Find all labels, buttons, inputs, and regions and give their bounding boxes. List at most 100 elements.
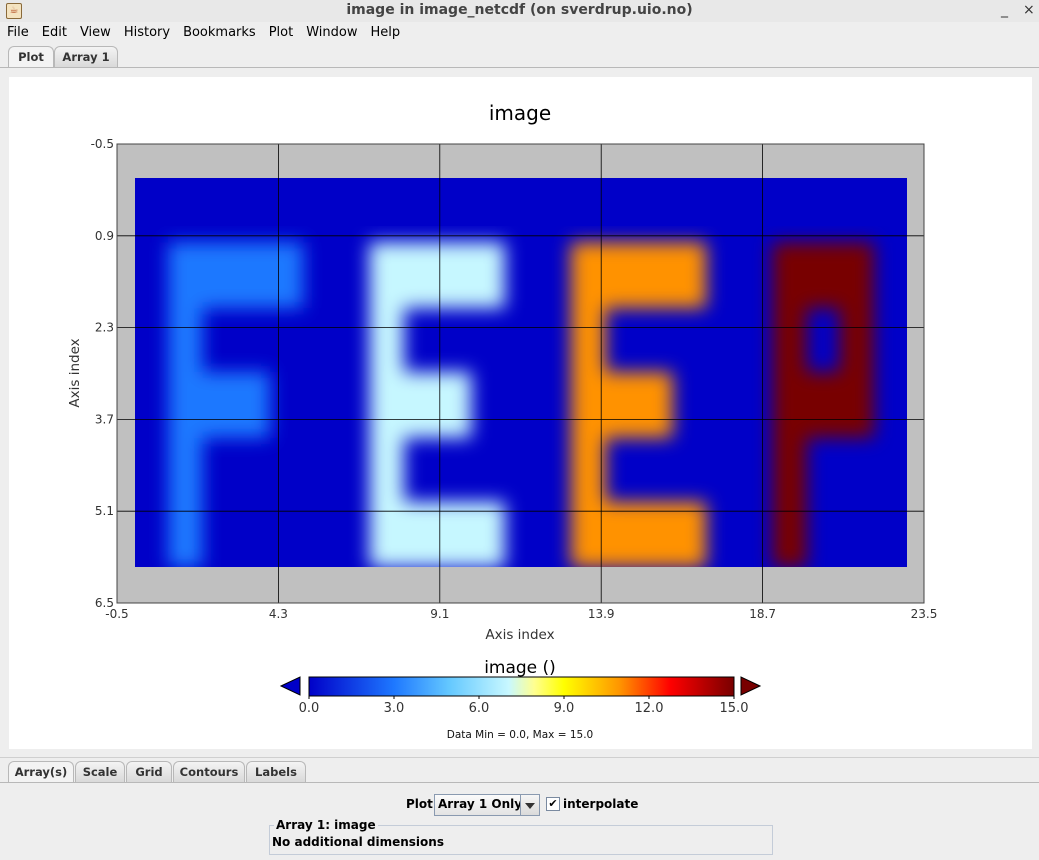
- heatmap-cell: [839, 242, 874, 309]
- plot-frame: [116, 143, 925, 604]
- heatmap-cell: [570, 436, 606, 503]
- heatmap-cell: [369, 501, 405, 567]
- colorbar-tick-label: 12.0: [635, 701, 664, 716]
- heatmap-cell: [671, 242, 707, 309]
- tab-scale[interactable]: Scale: [75, 761, 125, 782]
- x-tick-label: 4.3: [269, 607, 288, 621]
- colorbar-tick-label: 9.0: [554, 701, 575, 716]
- heatmap-cell: [403, 372, 438, 438]
- heatmap-cell: [772, 307, 807, 373]
- x-tick-label: 9.1: [430, 607, 449, 621]
- heatmap-cell: [772, 372, 807, 438]
- interpolate-checkbox[interactable]: ✔: [546, 797, 560, 811]
- y-tick-label: 5.1: [95, 504, 114, 518]
- java-app-icon: ☕: [6, 3, 22, 19]
- heatmap-cell: [470, 242, 505, 309]
- heatmap-cell: [403, 501, 438, 567]
- chevron-down-icon[interactable]: [520, 795, 539, 815]
- heatmap-cell: [570, 242, 606, 309]
- tab-contours[interactable]: Contours: [173, 761, 245, 782]
- menu-history[interactable]: History: [123, 25, 171, 40]
- heatmap-cell: [168, 436, 203, 503]
- menu-bar: File Edit View History Bookmarks Plot Window He…: [0, 22, 1039, 44]
- y-tick-label: 2.3: [95, 321, 114, 335]
- heatmap-cell: [805, 242, 841, 309]
- heatmap-cell: [637, 242, 673, 309]
- menu-bookmarks[interactable]: Bookmarks: [183, 25, 256, 40]
- plot-select[interactable]: Array 1 Only: [434, 794, 540, 816]
- heatmap-cell: [436, 372, 472, 438]
- heatmap-cell: [369, 372, 405, 438]
- menu-edit[interactable]: Edit: [41, 25, 67, 40]
- y-tick-label: -0.5: [91, 137, 114, 151]
- menu-view[interactable]: View: [79, 25, 111, 40]
- heatmap-cell: [201, 372, 237, 438]
- x-tick-label: 18.7: [749, 607, 776, 621]
- title-bar: ☕ image in image_netcdf (on sverdrup.uio…: [0, 0, 1039, 23]
- heatmap-cell: [570, 501, 606, 567]
- plot-select-value: Array 1 Only: [438, 797, 523, 811]
- colorbar-min-arrow: [279, 676, 301, 696]
- heatmap-cell: [772, 436, 807, 503]
- x-axis-label: Axis index: [485, 627, 554, 643]
- array-dimensions-group: Array 1: image No additional dimensions: [269, 818, 773, 855]
- heatmap-cell: [570, 372, 606, 438]
- heatmap-cell: [168, 307, 203, 373]
- colorbar-title: image (): [484, 658, 556, 678]
- colorbar: [308, 676, 735, 697]
- heatmap-cell: [671, 501, 707, 567]
- heatmap-cells: [168, 242, 874, 567]
- tab-array-1[interactable]: Array 1: [54, 46, 118, 67]
- menu-window[interactable]: Window: [306, 25, 358, 40]
- minimize-button[interactable]: _: [1001, 2, 1008, 18]
- close-button[interactable]: ×: [1023, 2, 1035, 18]
- group-text: No additional dimensions: [272, 835, 444, 849]
- colorbar-ticks: [308, 696, 735, 699]
- colorbar-tick-label: 0.0: [299, 701, 320, 716]
- heatmap-cell: [268, 242, 304, 309]
- heatmap-cell: [604, 242, 639, 309]
- plot-select-label: Plot: [406, 797, 433, 811]
- heatmap-cell: [839, 307, 874, 373]
- menu-help[interactable]: Help: [370, 25, 401, 40]
- colorbar-tick-label: 6.0: [469, 701, 490, 716]
- heatmap-chart: image -0.5 4.3 9.1 13.9 18.7 23.5 -0.5 0…: [67, 101, 938, 741]
- heatmap-cell: [839, 372, 874, 438]
- heatmap-cell: [235, 242, 270, 309]
- chart-title: image: [489, 101, 551, 125]
- heatmap-cell: [403, 242, 438, 309]
- data-min-max-text: Data Min = 0.0, Max = 15.0: [447, 729, 593, 741]
- y-tick-label: 6.5: [95, 596, 114, 610]
- tab-plot[interactable]: Plot: [8, 46, 54, 68]
- tab-grid[interactable]: Grid: [126, 761, 172, 782]
- tab-labels[interactable]: Labels: [246, 761, 306, 782]
- window-title: image in image_netcdf (on sverdrup.uio.n…: [346, 2, 693, 18]
- heatmap-cell: [369, 436, 405, 503]
- x-tick-label: -0.5: [105, 607, 128, 621]
- colorbar-max-arrow: [740, 676, 762, 696]
- heatmap-cell: [772, 501, 807, 567]
- heatmap-cell: [637, 372, 673, 438]
- top-tab-divider: [0, 67, 1039, 68]
- heatmap-cell: [168, 372, 203, 438]
- heatmap-cell: [805, 372, 841, 438]
- heatmap-cell: [570, 307, 606, 373]
- plot-panel: image -0.5 4.3 9.1 13.9 18.7 23.5 -0.5 0…: [9, 77, 1032, 749]
- tab-arrays[interactable]: Array(s): [8, 761, 74, 783]
- y-tick-label: 3.7: [95, 412, 114, 426]
- interpolate-label: interpolate: [563, 797, 639, 811]
- heatmap-cell: [436, 242, 472, 309]
- y-tick-label: 0.9: [95, 229, 114, 243]
- panel-divider: [0, 757, 1039, 758]
- heatmap-cell: [235, 372, 270, 438]
- heatmap-cell: [369, 242, 405, 309]
- heatmap-cell: [168, 242, 203, 309]
- menu-file[interactable]: File: [7, 25, 29, 40]
- y-axis-label: Axis index: [67, 338, 83, 407]
- heatmap-cell: [772, 242, 807, 309]
- x-tick-label: 13.9: [588, 607, 615, 621]
- heatmap-cell: [637, 501, 673, 567]
- x-tick-label: 23.5: [911, 607, 938, 621]
- menu-plot[interactable]: Plot: [268, 25, 294, 40]
- heatmap-cell: [436, 501, 472, 567]
